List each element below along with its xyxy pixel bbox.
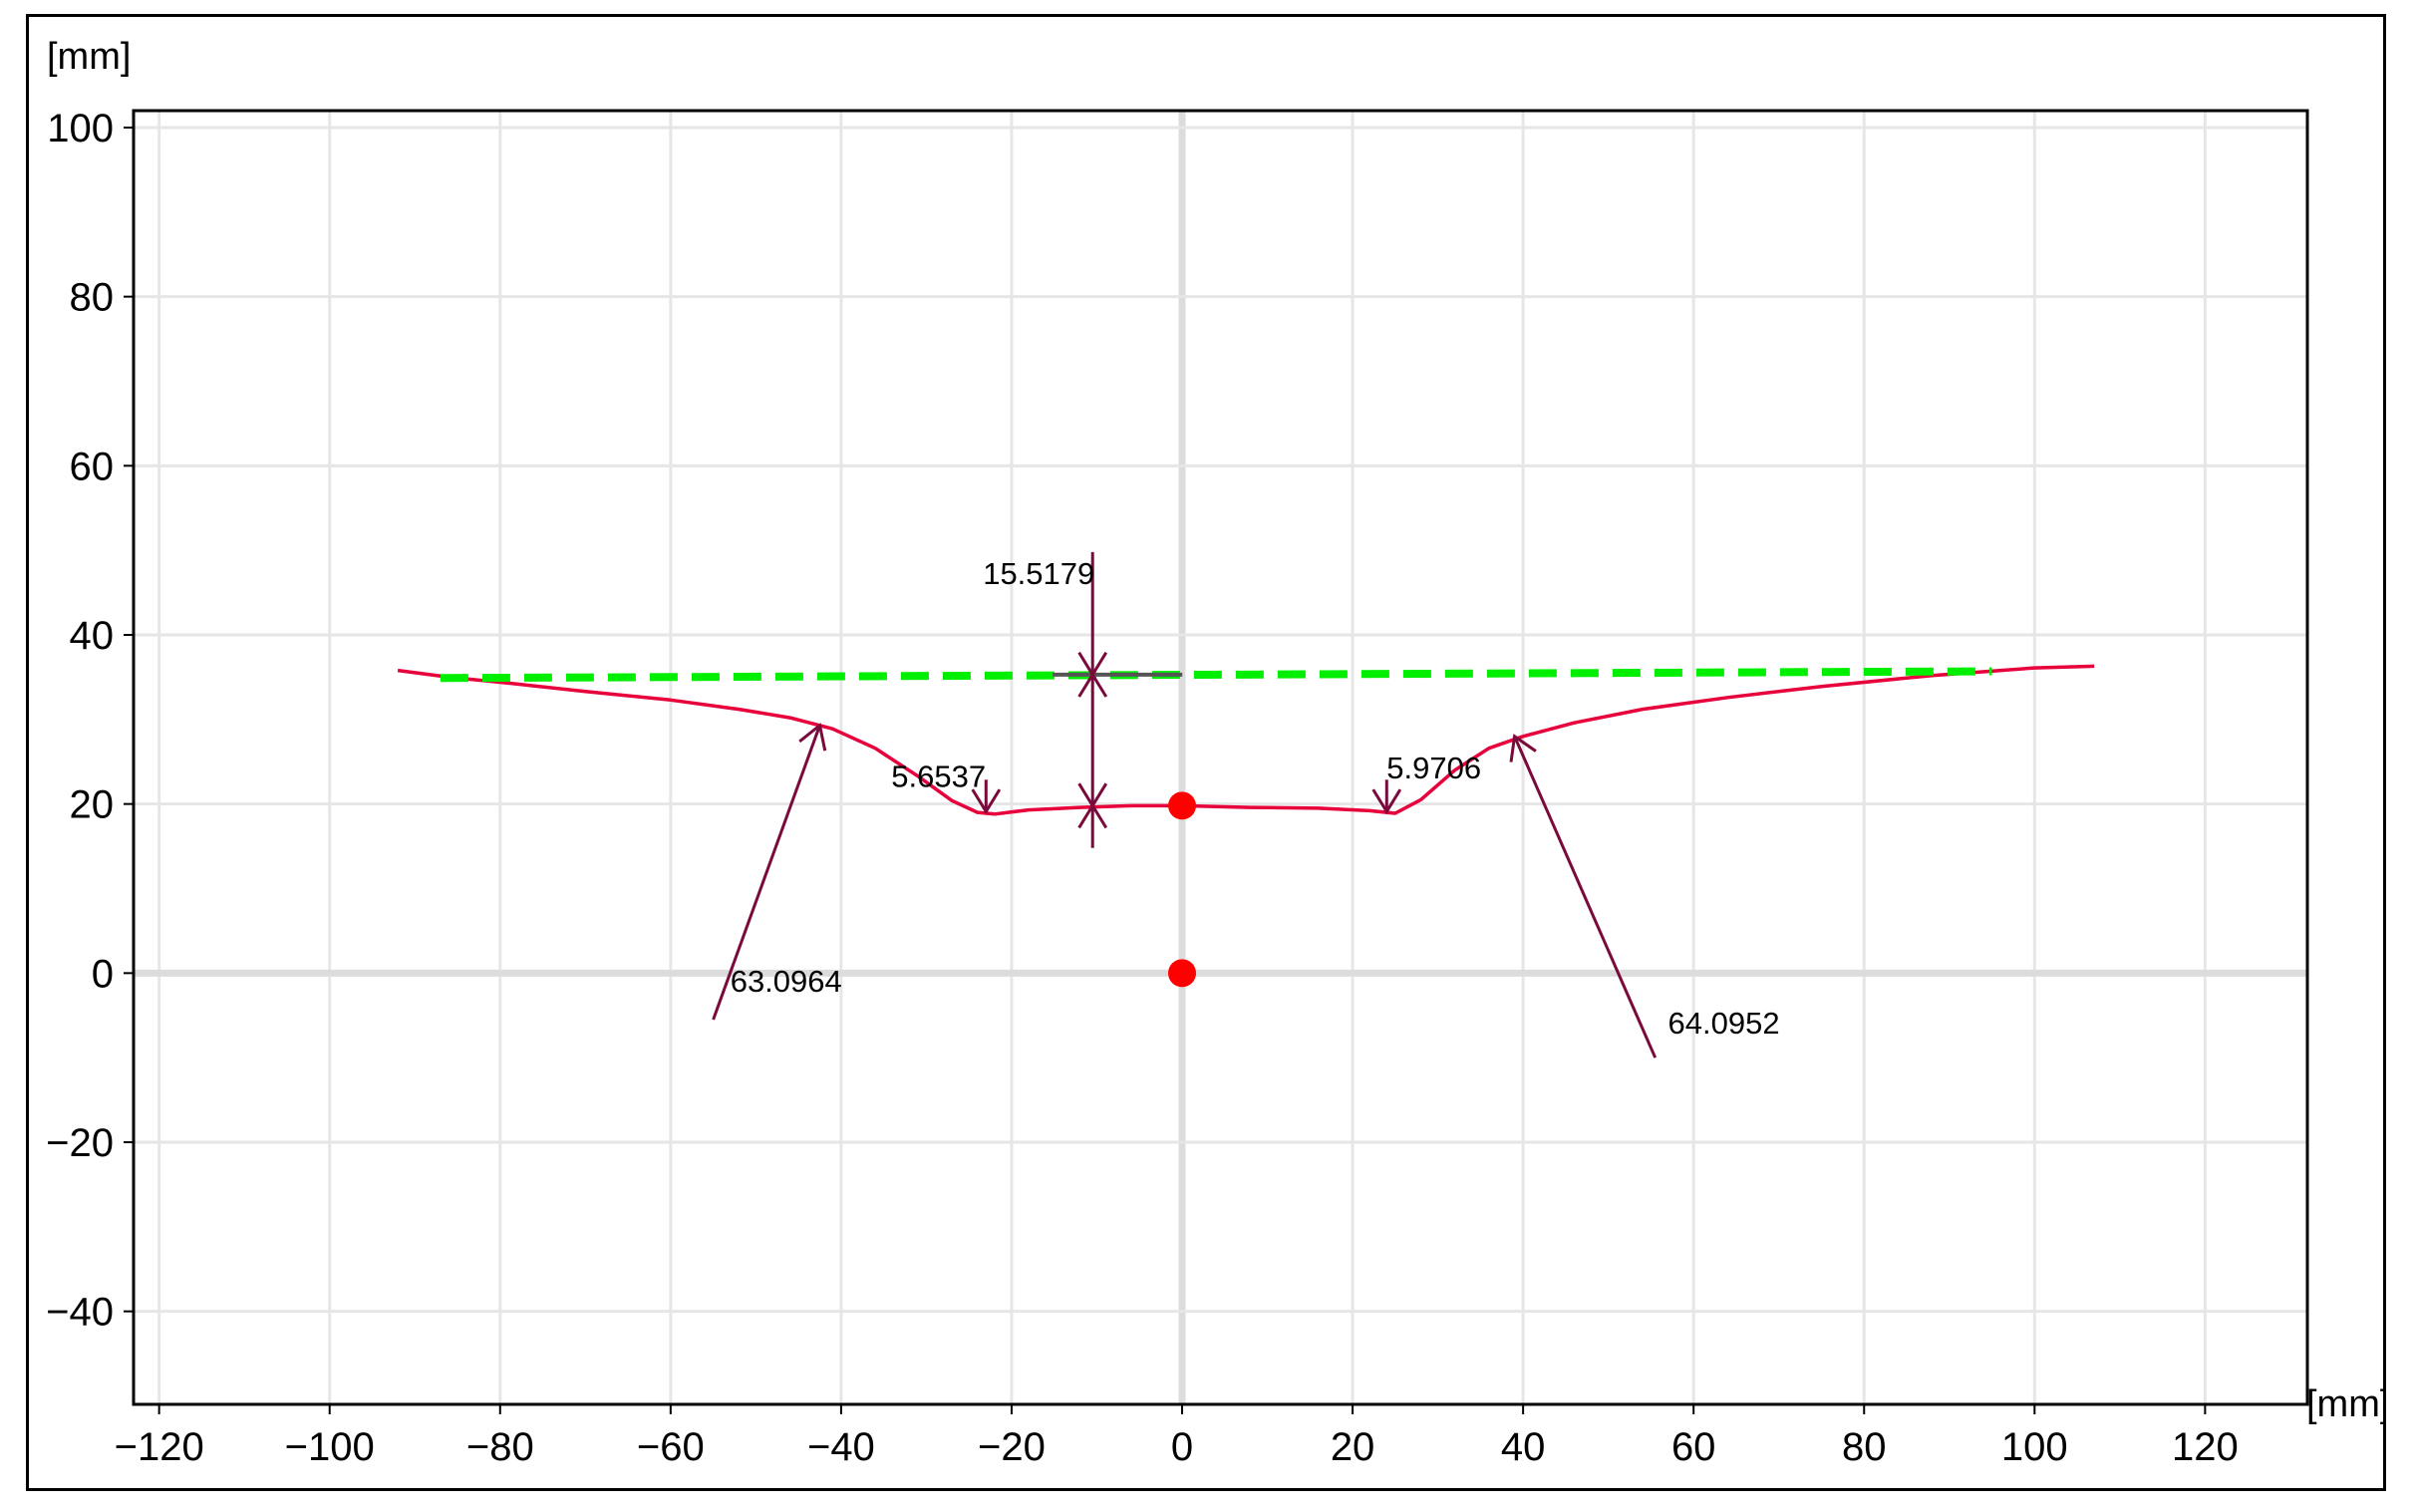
series-profile-curve [397, 664, 2095, 816]
x-tick-label: 40 [1501, 1425, 1546, 1469]
x-tick-label: −60 [637, 1425, 705, 1469]
radius-leader-line [1513, 736, 1658, 1058]
x-tick-label: −100 [285, 1425, 375, 1469]
x-tick-label: 60 [1671, 1425, 1716, 1469]
y-axis-label: [mm] [47, 36, 131, 78]
x-tick-label: 20 [1331, 1425, 1375, 1469]
x-tick-label: 0 [1171, 1425, 1193, 1469]
series-layer [397, 664, 2095, 816]
height-arrow-top-up [1077, 671, 1108, 698]
y-tick-label: 0 [92, 952, 114, 996]
x-tick-label: −40 [807, 1425, 875, 1469]
y-tick-label: −20 [46, 1121, 114, 1165]
x-tick-label: 80 [1842, 1425, 1887, 1469]
radius-arrow-head [1509, 734, 1537, 762]
height-arrow-bottom-down [1077, 782, 1108, 809]
tick-layer: −120 −100 −80 −60 −40 −20 0 20 40 60 80 100 120 −40 −2… [46, 107, 2239, 1469]
small-radius-label: 5.9706 [1386, 751, 1481, 785]
grid [134, 111, 2307, 1404]
small-radius-label: 5.6537 [891, 759, 986, 794]
chart-frame: 15.5179 5.6537 5.9706 63.0964 64.0952 −120 −1… [26, 14, 2386, 1491]
height-dimension-label: 15.5179 [983, 556, 1094, 591]
y-tick-label: 80 [70, 276, 115, 320]
x-tick-label: 100 [2001, 1425, 2068, 1469]
y-tick-label: 20 [70, 783, 115, 827]
x-axis-label: [mm] [2306, 1383, 2383, 1425]
radius-label: 64.0952 [1668, 1006, 1780, 1041]
data-point [1168, 959, 1197, 988]
y-tick-label: 60 [70, 445, 115, 488]
y-tick-label: 100 [47, 107, 114, 151]
point-layer [1168, 791, 1197, 988]
annotation-layer: 15.5179 5.6537 5.9706 63.0964 64.0952 [712, 551, 1780, 1058]
radius-arrow-head [798, 723, 827, 752]
x-tick-label: 120 [2172, 1425, 2239, 1469]
y-tick-label: 40 [70, 614, 115, 658]
series-reference-line [440, 667, 1992, 683]
x-tick-label: −20 [978, 1425, 1046, 1469]
data-point [1168, 791, 1197, 820]
x-tick-label: −120 [115, 1425, 204, 1469]
radius-label: 63.0964 [731, 964, 842, 999]
radius-leader-line [712, 725, 821, 1021]
x-tick-label: −80 [466, 1425, 534, 1469]
y-tick-label: −40 [46, 1291, 114, 1335]
